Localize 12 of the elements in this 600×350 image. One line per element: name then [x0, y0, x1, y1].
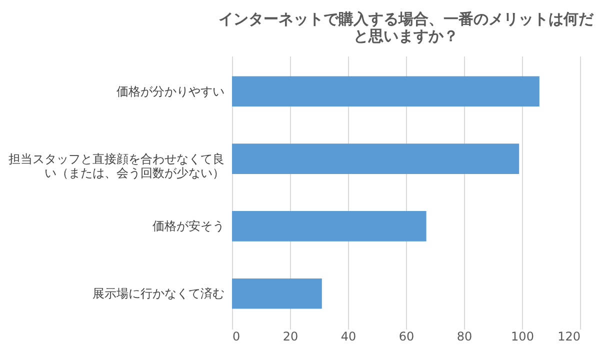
y-tick-label: 価格が安そう [152, 219, 224, 234]
x-tick-label: 40 [340, 330, 356, 344]
chart-title: インターネットで購入する場合、一番のメリットは何だと思いますか？ [218, 10, 594, 45]
x-tick-label: 20 [282, 330, 298, 344]
x-tick-label: 60 [398, 330, 414, 344]
x-tick-label: 120 [558, 330, 580, 344]
y-tick-label: 担当スタッフと直接顔を合わせなくて良い（または、会う回数が少ない） [8, 152, 224, 180]
x-tick-label: 80 [456, 330, 472, 344]
y-tick-label: 価格が分かりやすい [116, 84, 224, 98]
y-tick-label: 展示場に行かなくて済む [92, 286, 224, 301]
x-tick-label: 100 [511, 330, 534, 344]
x-tick-label: 0 [232, 330, 240, 344]
